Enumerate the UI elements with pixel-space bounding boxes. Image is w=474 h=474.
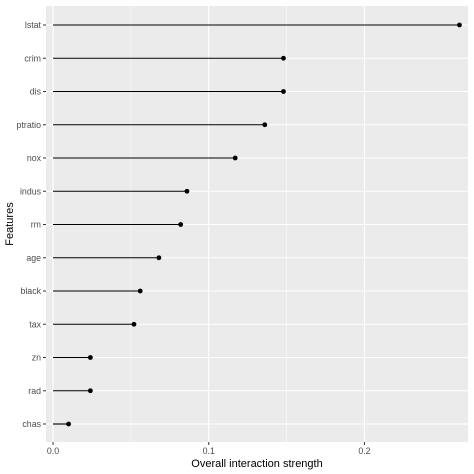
data-marks	[53, 22, 462, 427]
point-crim	[281, 55, 286, 61]
point-tax	[131, 321, 137, 327]
point-zn	[87, 355, 93, 360]
x-tick-label: 0.1	[203, 446, 215, 456]
point-lstat	[457, 22, 462, 28]
point-rad	[87, 388, 93, 394]
x-axis-title: Overall interaction strength	[191, 458, 322, 470]
y-tick-label-ptratio: ptratio	[17, 120, 42, 130]
axis-ticks: 0.0 0.1 0.2 lstat crim dis ptratio nox indus rm ag…	[17, 20, 371, 456]
y-tick-label-lstat: lstat	[25, 20, 42, 30]
y-axis-title: Features	[4, 202, 16, 246]
y-tick-label-dis: dis	[30, 87, 42, 97]
point-chas	[66, 421, 71, 427]
y-tick-label-chas: chas	[22, 419, 41, 429]
y-tick-label-rm: rm	[31, 220, 41, 230]
point-nox	[232, 155, 238, 161]
y-tick-label-indus: indus	[20, 186, 42, 196]
point-ptratio	[262, 122, 268, 128]
y-tick-label-zn: zn	[32, 353, 41, 363]
point-rm	[178, 222, 184, 227]
point-dis	[281, 89, 286, 94]
y-tick-label-nox: nox	[27, 153, 42, 163]
point-indus	[184, 188, 190, 194]
point-black	[137, 288, 143, 294]
point-age	[156, 255, 162, 261]
y-tick-label-rad: rad	[28, 386, 41, 396]
y-tick-label-black: black	[20, 286, 41, 296]
y-tick-label-crim: crim	[24, 53, 41, 63]
y-tick-label-tax: tax	[29, 319, 41, 329]
x-tick-label: 0.2	[358, 446, 370, 456]
x-tick-label: 0.0	[47, 446, 59, 456]
y-tick-label-age: age	[26, 253, 41, 263]
